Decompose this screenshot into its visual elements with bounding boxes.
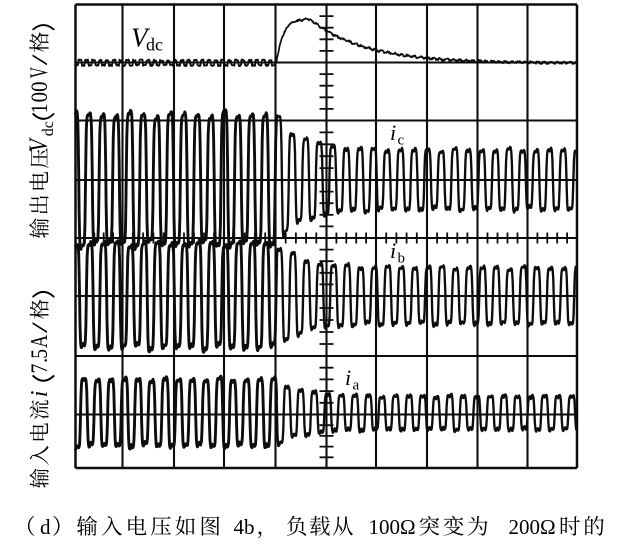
svg-text:V: V <box>131 23 151 53</box>
svg-text:V: V <box>25 67 53 78</box>
svg-text:i: i <box>390 120 396 145</box>
svg-text:0: 0 <box>27 92 52 102</box>
svg-text:4b: 4b <box>234 515 255 539</box>
svg-text:V: V <box>25 137 54 152</box>
svg-text:i: i <box>345 365 351 390</box>
svg-text:i: i <box>390 238 396 263</box>
svg-text:.: . <box>28 358 52 363</box>
svg-text:5: 5 <box>27 349 53 359</box>
svg-text:d: d <box>40 515 51 539</box>
svg-text:b: b <box>398 251 406 267</box>
svg-text:c: c <box>398 133 405 149</box>
svg-text:0: 0 <box>27 81 52 91</box>
svg-text:dc: dc <box>146 35 163 55</box>
svg-text:dc: dc <box>40 121 57 136</box>
svg-text:/: / <box>27 322 52 333</box>
svg-text:a: a <box>353 378 360 394</box>
svg-text:1: 1 <box>27 104 53 114</box>
svg-text:A: A <box>26 334 53 348</box>
svg-text:200Ω: 200Ω <box>509 515 556 539</box>
svg-text:/: / <box>27 54 52 65</box>
svg-text:i: i <box>27 391 53 398</box>
svg-text:100Ω: 100Ω <box>369 515 416 539</box>
svg-text:7: 7 <box>27 363 53 373</box>
